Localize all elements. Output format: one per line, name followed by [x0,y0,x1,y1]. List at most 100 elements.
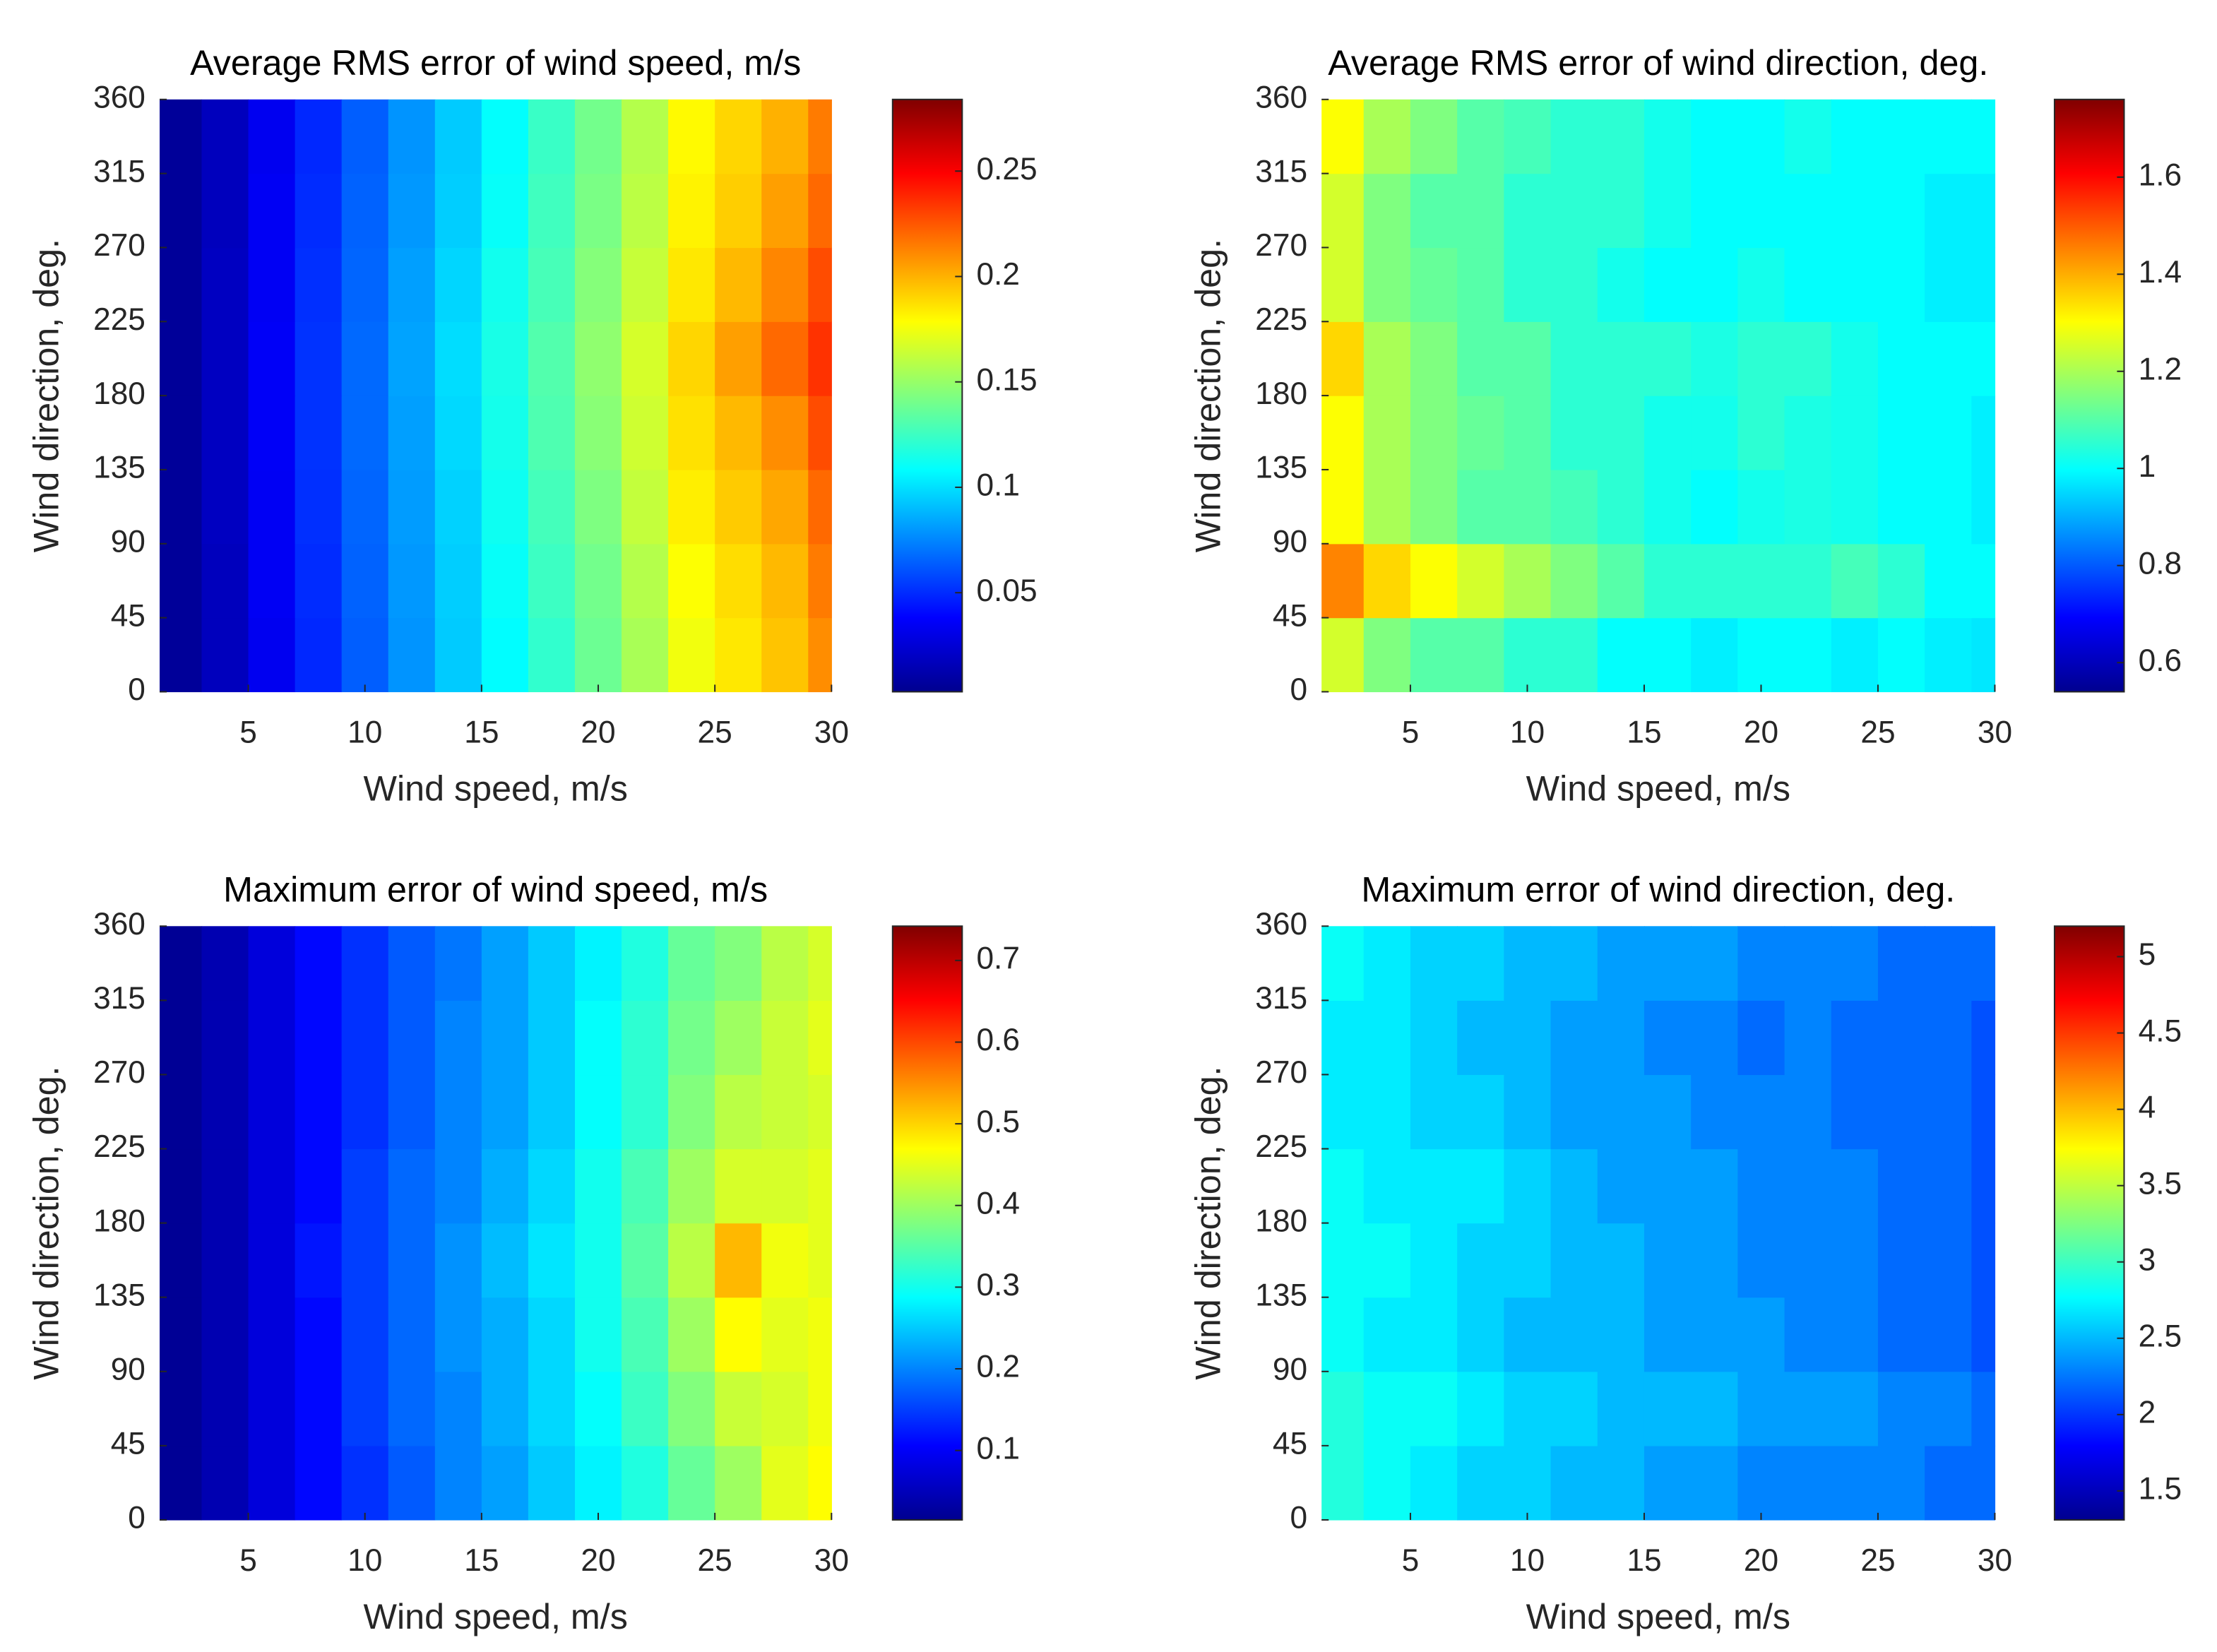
heatmap-cell [201,99,249,174]
heatmap-cell [1691,617,1738,693]
heatmap-cell [1925,1445,1972,1521]
y-tick-label: 135 [93,1278,145,1312]
heatmap-cell [1971,543,1996,619]
y-tick-label: 270 [1255,228,1307,263]
heatmap-cell [528,1445,576,1521]
heatmap-cell [1321,173,1365,249]
heatmap-cell [1691,1223,1738,1298]
heatmap-cell [341,173,389,249]
y-axis-label: Wind direction, deg. [1188,1066,1228,1379]
heatmap-cell [201,1223,249,1298]
heatmap-cell [388,617,436,693]
heatmap-cell [808,1148,832,1224]
heatmap-cell [1363,1371,1411,1446]
heatmap-cell [1550,543,1598,619]
heatmap-cell [1457,1223,1504,1298]
heatmap-cell [761,469,809,545]
heatmap-cell [248,173,296,249]
y-tick-label: 45 [111,598,145,633]
y-tick-label: 180 [1255,1204,1307,1238]
heatmap-cell [434,543,482,619]
heatmap-cell [1877,926,1925,1001]
heatmap-cell [434,1000,482,1076]
heatmap-cell [622,617,669,693]
heatmap-cell [715,469,762,545]
heatmap-cell [808,1074,832,1150]
colorbar [2053,98,2125,693]
heatmap-cell [1971,617,1996,693]
heatmap-cell [622,1074,669,1150]
y-tick-label: 315 [1255,981,1307,1016]
y-tick-label: 180 [93,376,145,411]
y-tick-label: 0 [128,1501,145,1535]
heatmap-cell [1925,617,1972,693]
heatmap-cell [1831,617,1879,693]
heatmap-cell [1925,926,1972,1001]
heatmap-cell [248,1148,296,1224]
heatmap-cell [1363,99,1411,174]
heatmap-cell [574,1074,622,1150]
heatmap-cell [1831,173,1879,249]
heatmap-cell [574,99,622,174]
heatmap-cell [622,247,669,322]
heatmap-cell [1597,1297,1645,1372]
heatmap-cell [574,617,622,693]
heatmap-cell [1644,1000,1692,1076]
heatmap-cell [668,1223,715,1298]
heatmap-cell [808,1223,832,1298]
heatmap-cell [574,396,622,470]
y-tick-label: 225 [1255,1129,1307,1164]
heatmap-cell [574,173,622,249]
heatmap-cell [1363,543,1411,619]
heatmap-cell [1504,1074,1552,1150]
colorbar-tick-label: 0.05 [976,574,1037,608]
heatmap-cell [1971,99,1996,174]
heatmap-cell [1644,1223,1692,1298]
heatmap-cell [1831,247,1879,322]
heatmap-cell [160,469,203,545]
heatmap-cell [1597,1000,1645,1076]
heatmap-cell [622,99,669,174]
heatmap-cell [1504,1445,1552,1521]
heatmap-cell [1877,321,1925,396]
heatmap-cell [248,1223,296,1298]
heatmap-cell [1644,396,1692,470]
heatmap-cell [1784,1148,1832,1224]
heatmap-cell [1597,617,1645,693]
heatmap-cell [481,321,529,396]
heatmap-cell [1831,1148,1879,1224]
colorbar-tick-label: 1 [2139,449,2156,484]
heatmap-cell [808,1297,832,1372]
heatmap [1321,926,1996,1521]
heatmap-cell [528,1223,576,1298]
heatmap-cell [1831,543,1879,619]
heatmap-cell [295,321,343,396]
heatmap-cell [574,247,622,322]
heatmap-cell [622,469,669,545]
heatmap-cell [481,396,529,470]
y-tick-label: 90 [1273,524,1307,559]
colorbar-tick-label: 0.5 [976,1105,1020,1139]
heatmap-cell [201,1297,249,1372]
heatmap-cell [1737,1000,1785,1076]
heatmap-cell [1877,1297,1925,1372]
heatmap-cell [761,173,809,249]
heatmap-cell [481,173,529,249]
heatmap-cell [160,1445,203,1521]
heatmap-cell [201,543,249,619]
heatmap-cell [1784,99,1832,174]
heatmap-cell [481,1297,529,1372]
y-axis-label: Wind direction, deg. [1188,239,1228,552]
y-tick-label: 180 [1255,376,1307,411]
heatmap-cell [160,1223,203,1298]
heatmap-cell [201,1000,249,1076]
heatmap-cell [528,173,576,249]
heatmap-cell [1737,99,1785,174]
heatmap-cell [1784,1074,1832,1150]
heatmap-cell [434,617,482,693]
heatmap-cell [388,173,436,249]
heatmap-cell [1971,1371,1996,1446]
heatmap-cell [1410,99,1458,174]
heatmap-cell [528,99,576,174]
